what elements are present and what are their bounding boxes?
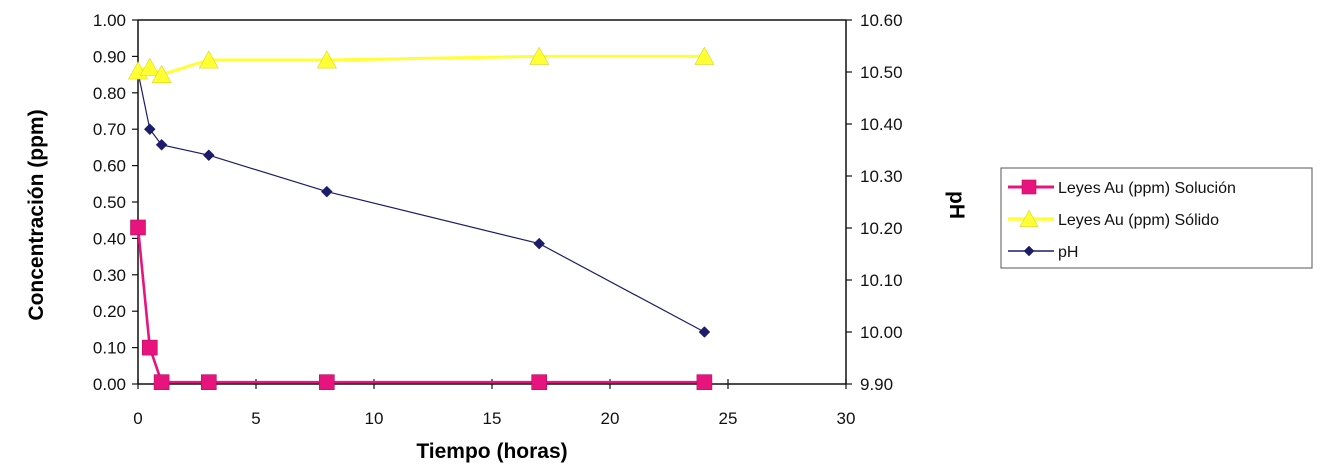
y-tick-label: 0.50 <box>93 193 126 212</box>
y2-tick-label: 10.10 <box>860 271 903 290</box>
y-tick-label: 0.80 <box>93 84 126 103</box>
data-point <box>696 374 713 390</box>
y-tick-label: 0.40 <box>93 229 126 248</box>
y2-tick-label: 10.30 <box>860 167 903 186</box>
x-tick-label: 5 <box>251 409 260 428</box>
data-point <box>202 149 215 162</box>
data-point <box>198 50 219 69</box>
y2-tick-label: 9.90 <box>860 375 893 394</box>
data-point <box>698 326 711 338</box>
series-2 <box>127 46 715 83</box>
ticks: 0.00 0.10 0.20 0.30 0.40 0.50 0.60 0.70 0.80 0.90… <box>93 11 903 428</box>
legend-label: Leyes Au (ppm) Solución <box>1058 180 1236 197</box>
data-point <box>201 374 217 390</box>
legend-label: Leyes Au (ppm) Sólido <box>1058 212 1219 229</box>
y-tick-label: 0.20 <box>93 302 126 321</box>
y2-tick-label: 10.00 <box>860 323 903 342</box>
series-line <box>137 54 705 77</box>
data-point <box>316 50 337 69</box>
y-tick-label: 0.00 <box>93 375 126 394</box>
legend-marker <box>1021 179 1037 195</box>
y2-axis-title: pH <box>945 191 968 219</box>
axes <box>137 19 847 385</box>
y-tick-label: 0.90 <box>93 47 126 66</box>
data-point <box>318 374 335 390</box>
data-point <box>142 339 158 356</box>
y-tick-label: 0.70 <box>93 120 126 139</box>
data-point <box>531 374 548 390</box>
x-tick-label: 0 <box>133 409 142 428</box>
series-line <box>137 71 705 333</box>
data-point <box>155 138 168 151</box>
data-point <box>139 57 160 76</box>
x-tick-label: 10 <box>365 409 384 428</box>
y-tick-label: 0.60 <box>93 157 126 176</box>
series-3 <box>132 66 711 338</box>
data-point <box>130 219 146 236</box>
series-line <box>136 227 705 384</box>
x-tick-label: 25 <box>719 409 738 428</box>
x-axis-title: Tiempo (horas) <box>416 440 567 463</box>
y-tick-label: 1.00 <box>93 11 126 30</box>
y2-tick-label: 10.40 <box>860 115 903 134</box>
y2-tick-label: 10.60 <box>860 11 903 30</box>
x-tick-label: 15 <box>483 409 502 428</box>
y-axis-title: Concentración (ppm) <box>25 109 48 320</box>
data-point <box>143 123 156 136</box>
x-tick-label: 30 <box>837 409 856 428</box>
legend: Leyes Au (ppm) Solución Leyes Au (ppm) Só… <box>1000 167 1313 269</box>
y2-tick-label: 10.20 <box>860 219 903 238</box>
series-1 <box>130 219 713 390</box>
legend-marker <box>1019 209 1039 227</box>
data-point <box>153 374 170 390</box>
data-point <box>533 237 546 250</box>
y-tick-label: 0.30 <box>93 266 126 285</box>
legend-marker <box>1023 245 1035 257</box>
legend-label: pH <box>1058 244 1078 261</box>
data-point <box>694 46 715 65</box>
data-point <box>529 46 550 65</box>
y2-tick-label: 10.50 <box>860 63 903 82</box>
data-point <box>151 64 172 83</box>
x-tick-label: 20 <box>601 409 620 428</box>
series <box>127 46 715 390</box>
y-tick-label: 0.10 <box>93 339 126 358</box>
data-point <box>320 185 333 198</box>
